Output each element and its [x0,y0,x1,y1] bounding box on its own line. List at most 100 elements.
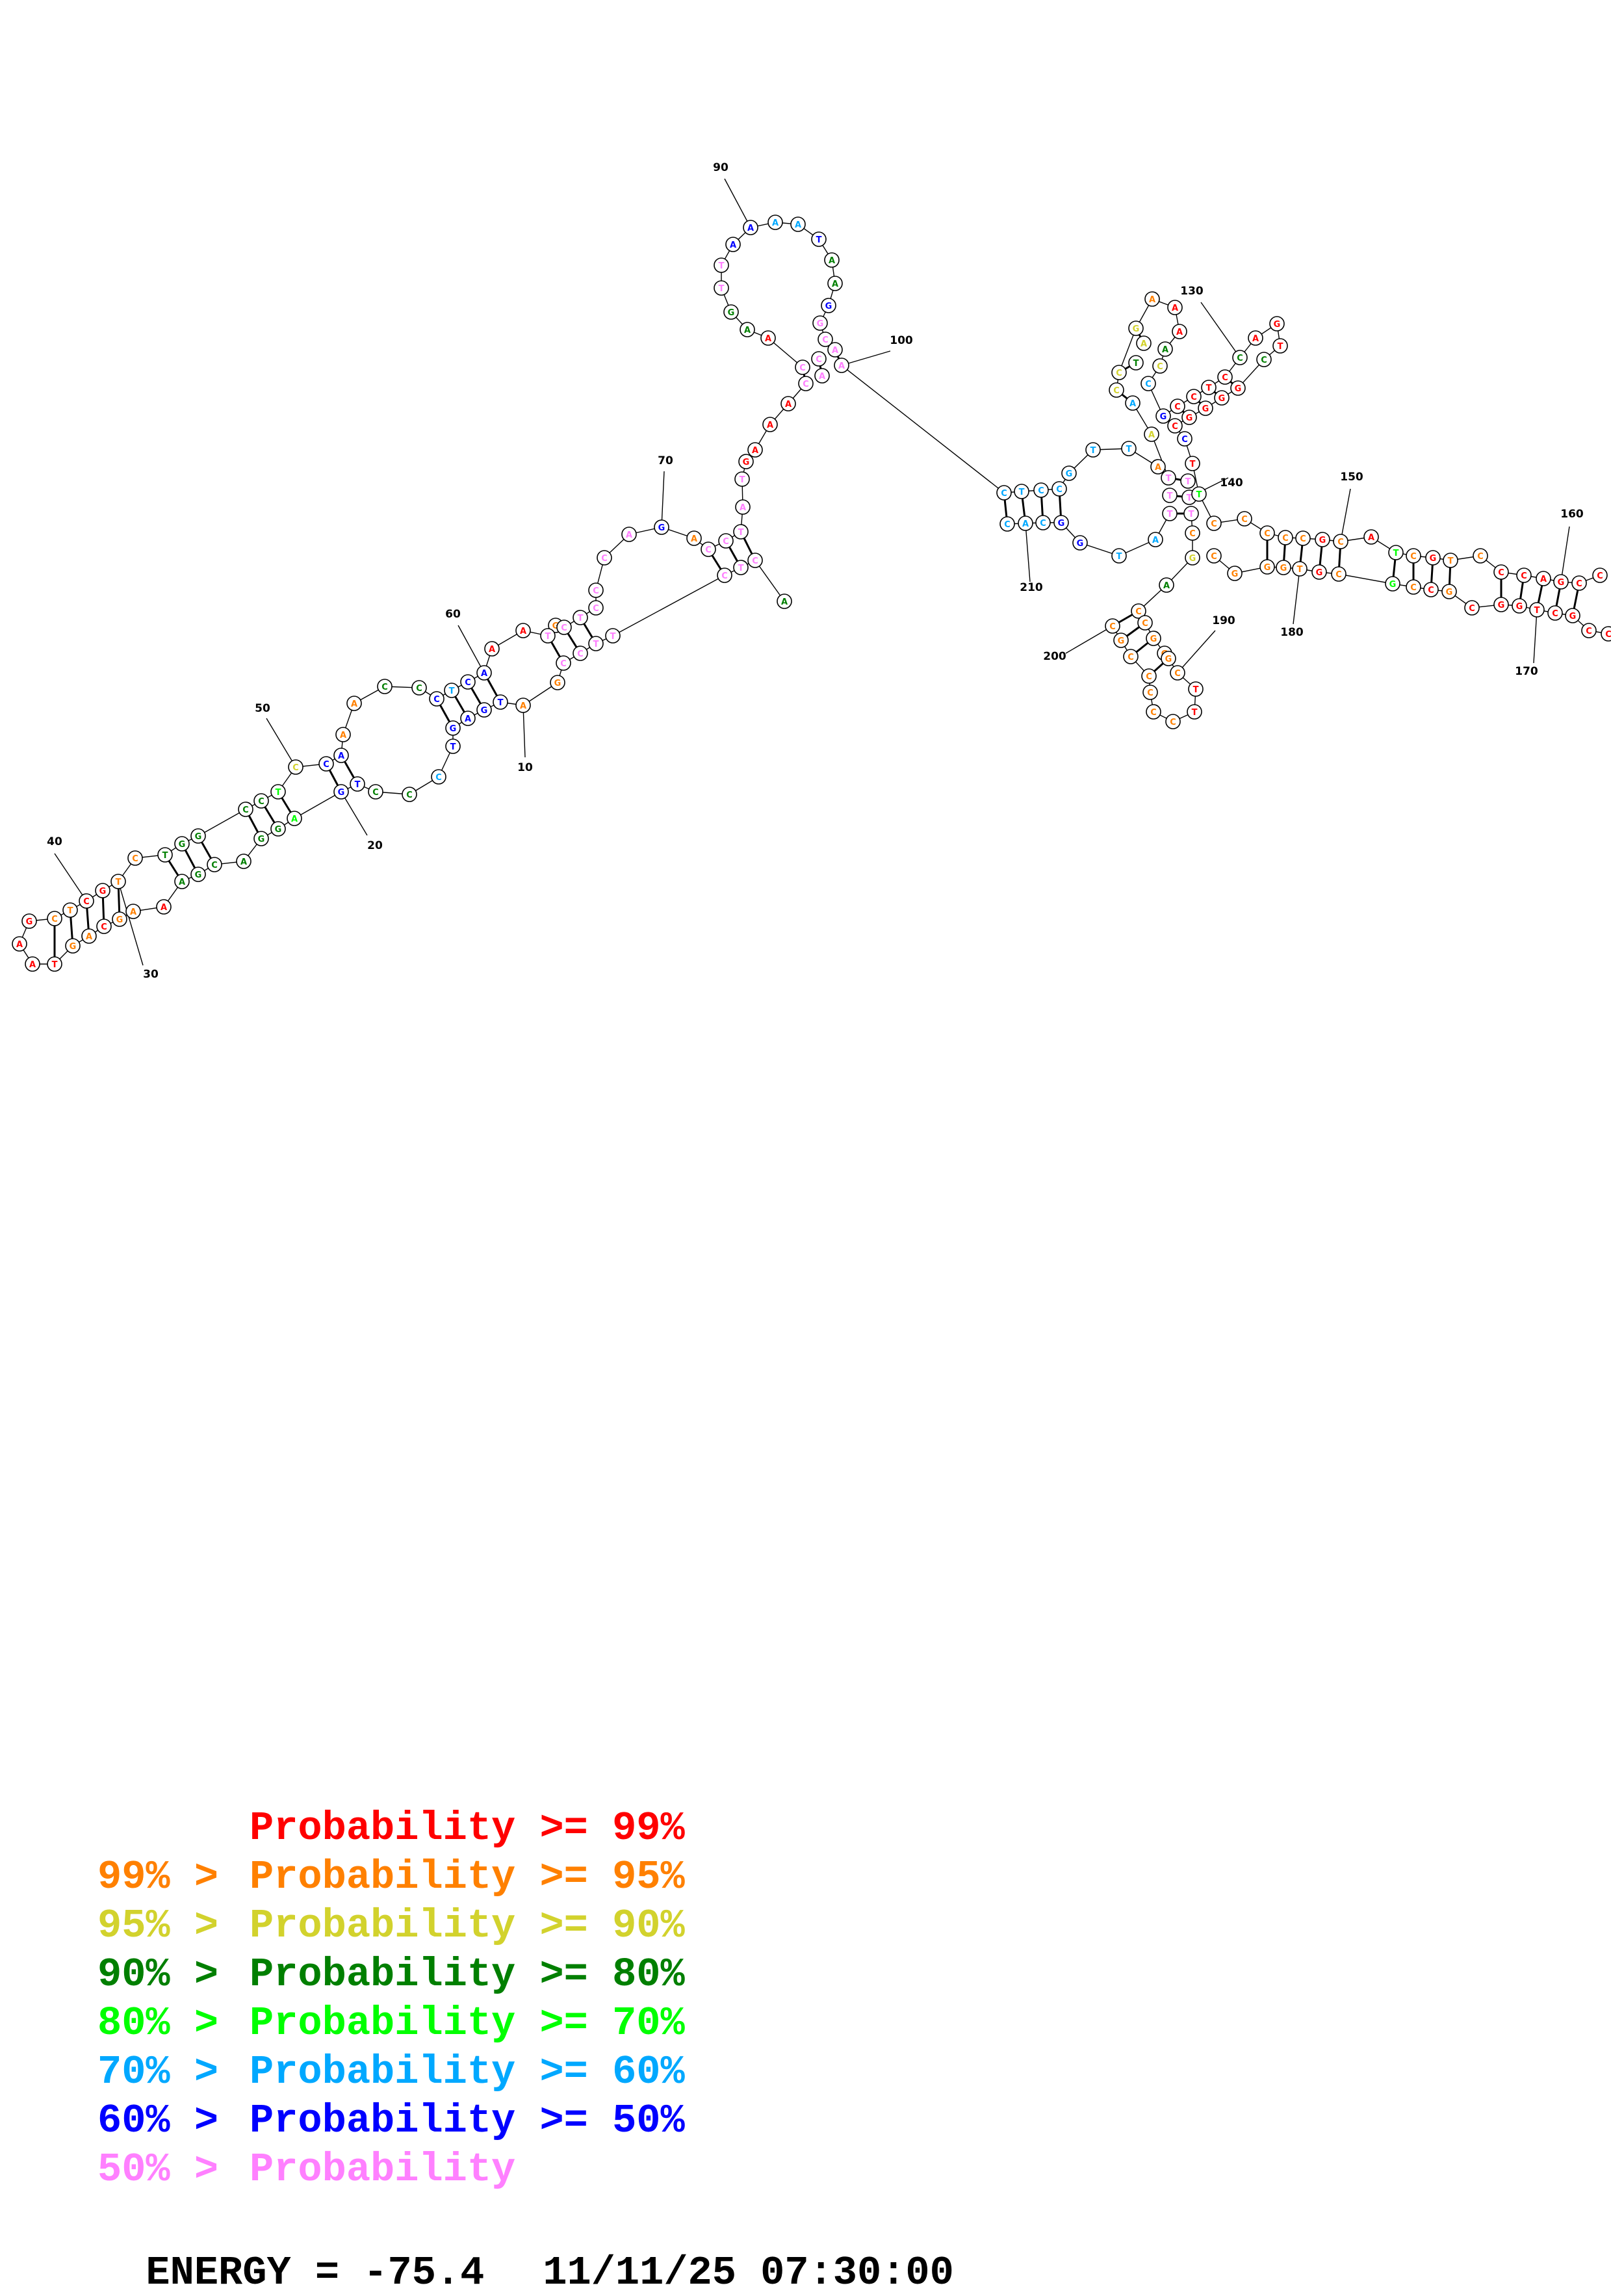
nucleotide-circle [65,938,81,954]
nucleotide: T [1183,506,1199,521]
nucleotide-base: G [1280,564,1287,573]
nucleotide-circle [1464,600,1480,616]
nucleotide-base: C [1261,356,1267,365]
nucleotide-base: A [752,446,758,456]
nucleotide: A [460,711,476,726]
energy-value: ENERGY = -75.4 [146,2250,485,2296]
nucleotide-circle [1217,369,1233,385]
legend-row: 99% > Probability >= 95% [97,1853,1007,1901]
nucleotide: G [333,784,349,800]
nucleotide: C [701,541,716,557]
nucleotide: C [1423,582,1439,597]
nucleotide: T [350,776,365,792]
legend-row: 90% > Probability >= 80% [97,1950,1007,1999]
rna-backbone [19,222,1609,965]
nucleotide: G [1441,584,1457,599]
nucleotide-base: A [785,400,792,410]
nucleotide-circle [1165,714,1181,729]
nucleotide-base: C [799,363,806,373]
nucleotide-base: A [765,334,771,344]
nucleotide-base: A [340,731,346,740]
nucleotide: A [725,237,741,252]
nucleotide: A [125,904,141,919]
nucleotide: A [12,936,27,952]
nucleotide: G [654,519,669,535]
nucleotide: C [1237,511,1252,527]
nucleotide: G [1155,408,1171,424]
nucleotide: A [780,396,796,411]
nucleotide-base: T [498,698,504,708]
nucleotide: A [686,530,702,546]
nucleotide: C [1033,482,1049,498]
nucleotide-circle [1295,530,1311,546]
nucleotide-base: T [1278,342,1283,352]
nucleotide: G [1565,608,1580,623]
nucleotide-base: A [29,960,36,970]
nucleotide-circle [346,696,362,711]
nucleotide-circle [573,610,588,625]
legend-row: 70% > Probability >= 60% [97,2048,1007,2096]
nucleotide-base: G [1446,588,1453,597]
nucleotide: A [1248,330,1263,346]
nucleotide-circle [1162,488,1178,503]
legend-prefix: 60% > [97,2098,243,2144]
nucleotide-base: A [179,878,185,887]
nucleotide-circle [1172,324,1187,339]
nucleotide-circle [1331,566,1347,582]
nucleotide-circle [1237,511,1252,527]
nucleotide-circle [1018,515,1033,531]
nucleotide-base: C [51,915,58,924]
nucleotide: G [1315,532,1330,547]
nucleotide-circle [1183,506,1199,521]
nucleotide-base: A [1252,334,1259,344]
nucleotide-circle [1232,350,1248,365]
nucleotide-circle [1128,320,1144,336]
nucleotide-base: A [338,751,344,761]
position-tick [841,350,891,366]
position-label: 180 [1280,626,1304,639]
nucleotide-circle [25,956,40,972]
nucleotide: A [834,358,849,373]
nucleotide: T [444,683,459,698]
nucleotide: C [411,680,427,696]
nucleotide-circle [701,541,716,557]
nucleotide: G [821,298,836,313]
nucleotide-circle [588,582,604,598]
nucleotide-base: C [1222,373,1228,383]
nucleotide: A [335,727,351,742]
nucleotide-circle [96,919,112,934]
nucleotide-circle [1180,473,1196,489]
nucleotide-base: T [68,906,73,916]
nucleotide-base: G [554,679,561,688]
nucleotide: G [445,720,461,736]
nucleotide-circle [1206,548,1222,564]
nucleotide-circle [1105,618,1120,634]
nucleotide-circle [1601,626,1611,642]
nucleotide-circle [1125,395,1141,411]
nucleotide: C [1177,431,1192,447]
nucleotide-base: G [1430,554,1437,564]
nucleotide-base: C [1128,653,1134,662]
nucleotide: A [1018,515,1033,531]
nucleotide: G [112,911,127,927]
nucleotide-base: T [1167,491,1173,501]
nucleotide-circle [350,776,365,792]
nucleotide-base: T [52,960,58,970]
nucleotide: C [588,582,604,598]
nucleotide-base: C [822,335,829,345]
nucleotide: A [1159,577,1174,593]
nucleotide: G [1146,631,1161,646]
nucleotide-circle [798,376,814,391]
nucleotide: A [174,874,190,889]
nucleotide: C [253,793,269,809]
nucleotide-circle [476,702,492,718]
nucleotide: G [1493,597,1509,612]
legend-row: 60% > Probability >= 50% [97,2096,1007,2145]
nucleotide-base: A [795,220,801,230]
nucleotide-circle [812,315,828,331]
nucleotide-circle [588,636,604,651]
position-tick [724,178,751,228]
nucleotide: G [190,867,206,882]
nucleotide-circle [714,280,729,296]
